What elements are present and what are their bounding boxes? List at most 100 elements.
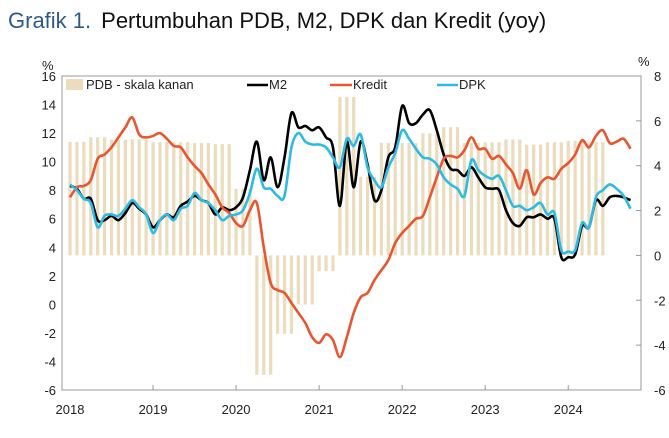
plot-frame (61, 75, 642, 391)
pdb-bar (511, 139, 515, 256)
left-tick-label: -2 (44, 326, 56, 341)
pdb-bar (393, 142, 397, 256)
pdb-bar (89, 137, 93, 256)
x-tick-label: 2018 (56, 402, 85, 417)
pdb-bar (192, 143, 197, 256)
pdb-bar (538, 144, 543, 256)
legend-label-pdb: PDB - skala kanan (86, 77, 194, 92)
chart-number: Grafik 1. (8, 8, 92, 33)
left-tick-label: 2 (49, 269, 56, 284)
pdb-bar (172, 142, 176, 256)
pdb-bar (255, 255, 259, 375)
pdb-bar (213, 144, 217, 256)
left-tick-label: 14 (42, 98, 56, 113)
pdb-bar (317, 255, 321, 272)
pdb-bar (324, 255, 328, 272)
pdb-bar (352, 96, 356, 256)
series-line-kredit (68, 116, 632, 359)
pdb-bar (421, 133, 425, 256)
pdb-bar (566, 140, 570, 256)
pdb-bar (476, 143, 480, 256)
pdb-bar (435, 133, 439, 256)
pdb-bar (338, 96, 342, 256)
right-tick-label: -6 (654, 383, 666, 398)
pdb-bar (276, 255, 280, 334)
right-axis: 8 6 4 2 0 -2 -4 -6 (636, 69, 666, 398)
pdb-bar (497, 142, 501, 256)
right-tick-label: 4 (654, 159, 661, 174)
x-tick-label: 2023 (471, 402, 500, 417)
pdb-bar (455, 127, 460, 256)
right-tick-label: 6 (654, 114, 661, 129)
pdb-bar (449, 127, 453, 256)
pdb-bar (241, 188, 245, 256)
pdb-bar (151, 141, 155, 256)
pdb-bar (144, 139, 148, 256)
pdb-bar (116, 139, 121, 256)
left-axis-unit: % (42, 58, 54, 73)
pdb-bar (518, 139, 522, 256)
pdb-bar (186, 142, 190, 256)
pdb-bar (552, 142, 556, 256)
pdb-bar (400, 143, 404, 256)
pdb-bar (573, 140, 577, 256)
pdb-bar (206, 143, 210, 256)
left-tick-label: 0 (49, 297, 56, 312)
left-tick-label: -4 (44, 354, 56, 369)
left-axis: 16 14 12 10 8 6 4 2 0 -2 -4 -6 (42, 69, 56, 398)
x-tick-label: 2022 (388, 402, 417, 417)
pdb-bar (331, 255, 335, 272)
pdb-bar (68, 141, 72, 256)
x-tick-label: 2019 (139, 402, 168, 417)
chart-title-text: Pertumbuhan PDB, M2, DPK dan Kredit (yoy… (101, 8, 547, 33)
right-tick-label: 2 (654, 204, 661, 219)
right-tick-label: 0 (654, 248, 661, 263)
pdb-bar (109, 139, 114, 256)
left-tick-label: 8 (49, 183, 56, 198)
series-line-dpk (69, 128, 632, 255)
pdb-bar (227, 144, 231, 256)
pdb-bar (220, 144, 224, 256)
pdb-bar (442, 127, 446, 256)
pdb-bar (310, 255, 314, 305)
pdb-bar (587, 142, 591, 256)
x-axis: 2018 2019 2020 2021 2022 2023 2024 (56, 385, 583, 417)
pdb-bar (601, 142, 605, 256)
legend-label-kredit: Kredit (353, 77, 387, 92)
pdb-bars (68, 96, 605, 375)
right-axis-unit: % (638, 54, 650, 69)
pdb-bar (262, 255, 266, 375)
left-tick-label: 12 (42, 126, 56, 141)
pdb-bar (532, 144, 536, 256)
left-tick-label: 4 (49, 240, 56, 255)
chart-title: Grafik 1. Pertumbuhan PDB, M2, DPK dan Kr… (8, 8, 546, 34)
pdb-bar (158, 141, 162, 256)
pdb-bar (296, 255, 300, 305)
pdb-bar (130, 139, 134, 256)
pdb-bar (490, 142, 494, 256)
legend-label-m2: M2 (269, 77, 287, 92)
left-tick-label: -6 (44, 383, 56, 398)
right-tick-label: 8 (654, 69, 661, 84)
pdb-bar (365, 176, 370, 256)
pdb-bar (504, 139, 508, 256)
right-tick-label: -4 (654, 338, 666, 353)
pdb-bar (483, 142, 487, 256)
pdb-bar (289, 255, 294, 334)
pdb-bar (345, 96, 349, 256)
pdb-bar (96, 137, 100, 256)
left-tick-label: 10 (42, 155, 56, 170)
right-tick-label: -2 (654, 293, 666, 308)
series-lines (68, 104, 632, 359)
pdb-bar (372, 176, 377, 256)
legend: PDB - skala kanan M2 Kredit DPK (66, 77, 486, 92)
legend-swatch-pdb (66, 79, 83, 90)
pdb-bar (559, 142, 563, 256)
legend-label-dpk: DPK (459, 77, 486, 92)
pdb-bar (137, 139, 141, 256)
left-tick-label: 6 (49, 212, 56, 227)
pdb-bar (248, 188, 252, 256)
x-tick-label: 2024 (554, 402, 583, 417)
pdb-bar (386, 142, 390, 256)
